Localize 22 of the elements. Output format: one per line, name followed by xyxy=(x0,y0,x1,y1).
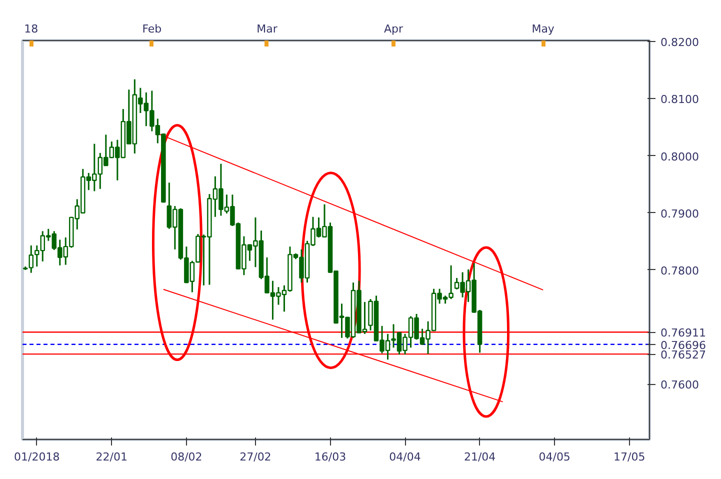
text: Apr xyxy=(384,22,404,36)
x-tick-label: 08/02 xyxy=(170,450,202,464)
x-tick-label: 04/05 xyxy=(538,450,570,464)
y-tick-label: 0.8000 xyxy=(660,150,699,164)
x-tick-label: 01/2018 xyxy=(14,450,60,464)
x-tick-label: 16/03 xyxy=(314,450,346,464)
y-tick-label: 0.7800 xyxy=(660,264,699,278)
text: May xyxy=(532,22,555,36)
x-tick-label: 21/04 xyxy=(464,450,496,464)
x-tick-label: 17/05 xyxy=(614,450,646,464)
y-tick-label: 0.8100 xyxy=(660,93,699,106)
text: 18 xyxy=(24,22,38,36)
x-tick-label: 04/04 xyxy=(389,450,421,464)
ref-line-label: 0.76527 xyxy=(660,348,706,362)
y-tick-label: 0.8200 xyxy=(660,36,699,50)
y-tick-label: 0.7600 xyxy=(660,378,699,392)
text: Mar xyxy=(256,22,278,36)
y-tick-label: 0.7900 xyxy=(660,207,699,220)
x-tick-label: 22/01 xyxy=(96,450,128,464)
x-tick-label: 27/02 xyxy=(240,450,272,464)
text: Feb xyxy=(142,22,162,36)
ref-line-label: 0.76911 xyxy=(660,326,706,340)
